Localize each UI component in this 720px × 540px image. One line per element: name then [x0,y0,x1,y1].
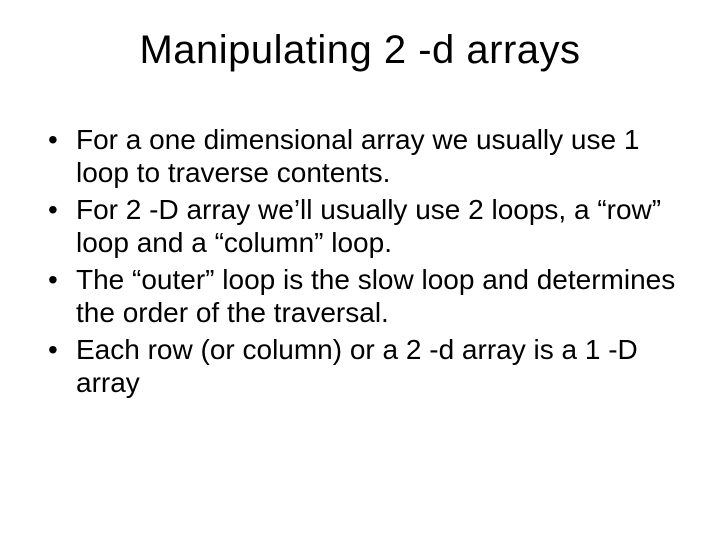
list-item: For 2 -D array we’ll usually use 2 loops… [48,193,680,259]
list-item: Each row (or column) or a 2 -d array is … [48,333,680,399]
bullet-list: For a one dimensional array we usually u… [40,123,680,399]
slide: Manipulating 2 -d arrays For a one dimen… [0,0,720,540]
list-item: The “outer” loop is the slow loop and de… [48,263,680,329]
list-item: For a one dimensional array we usually u… [48,123,680,189]
slide-title: Manipulating 2 -d arrays [40,28,680,73]
